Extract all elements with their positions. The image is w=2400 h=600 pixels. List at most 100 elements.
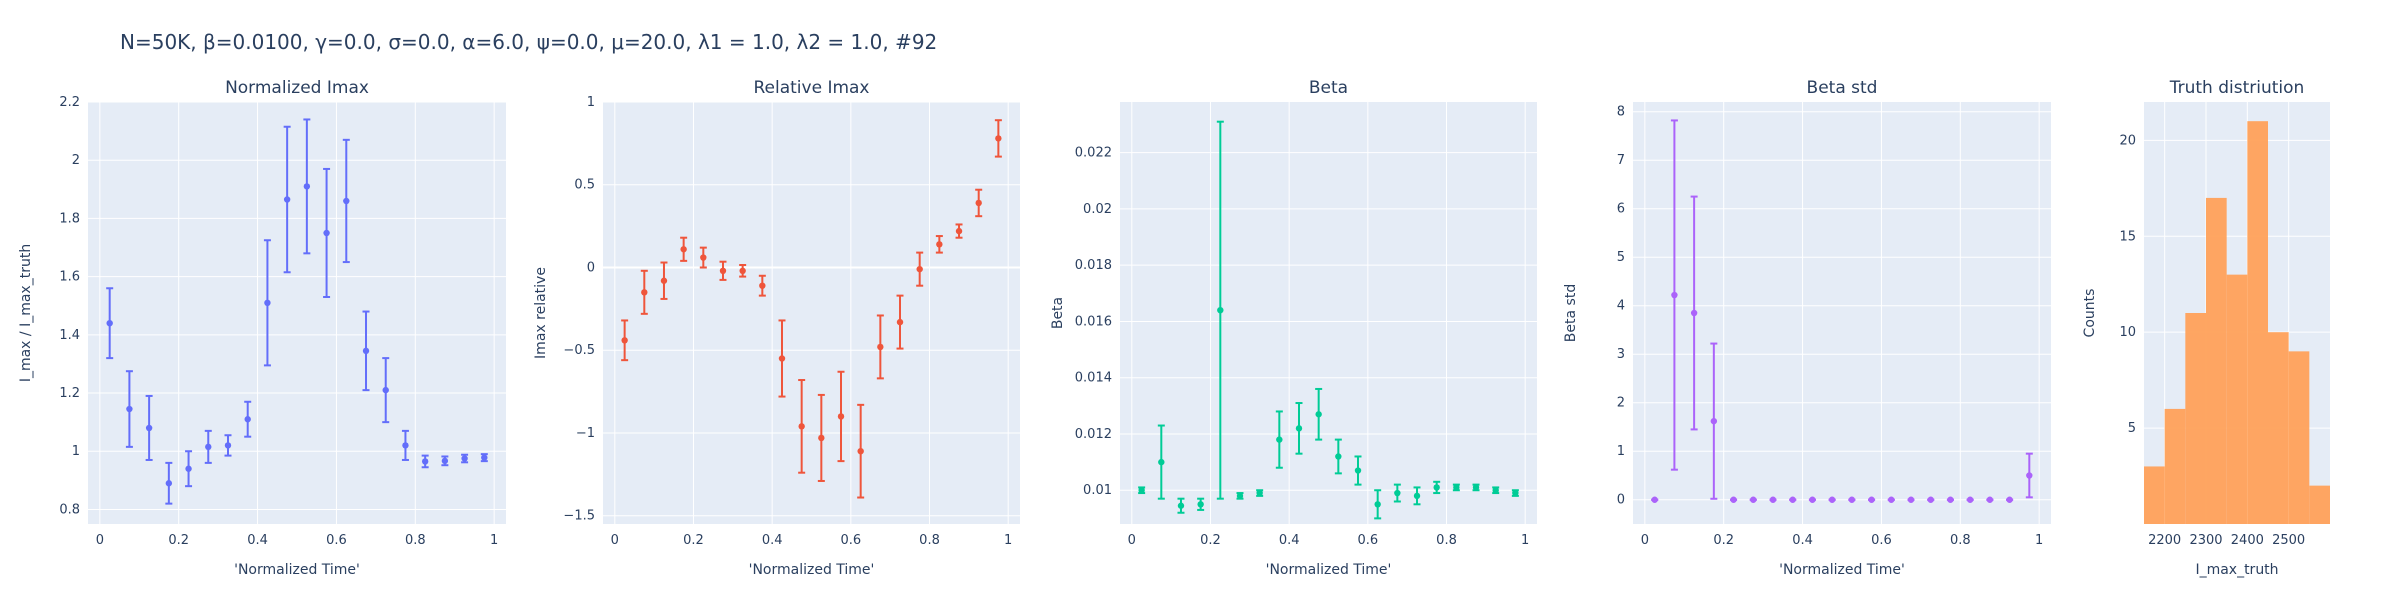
panel-title: Relative Imax: [753, 78, 869, 98]
data-point: [877, 343, 884, 351]
x-tick-label: 0.8: [1950, 533, 1971, 548]
x-tick-label: 0.4: [762, 533, 783, 548]
data-point: [641, 289, 648, 296]
histogram-bar: [2185, 313, 2206, 524]
data-point: [995, 135, 1002, 142]
y-tick-label: 3: [1617, 347, 1625, 362]
figure-title: N=50K, β=0.0100, γ=0.0, σ=0.0, α=6.0, ψ=…: [120, 30, 938, 54]
y-tick-label: 6: [1617, 202, 1625, 217]
chart-panel-5: 2200 2300 2400 2500 5 10 15 20 Truth distriution…: [2082, 78, 2330, 578]
x-tick-label: 1: [1004, 533, 1012, 548]
chart-panel-4: 0 0.2 0.4 0.6 0.8 1 0 1 2 3 4 5 6 7 8 Beta std 'Normaliz…: [1563, 78, 2051, 578]
data-point: [975, 199, 982, 207]
x-axis-label: 'Normalized Time': [749, 562, 875, 578]
x-tick-label: 0.2: [683, 533, 704, 548]
x-tick-label: 0: [1128, 533, 1136, 548]
y-tick-label: 0: [1617, 493, 1625, 508]
data-point: [1690, 309, 1698, 317]
data-point: [1710, 417, 1718, 425]
data-point: [1236, 492, 1244, 500]
data-point: [185, 465, 192, 472]
x-tick-label: 0.6: [1871, 533, 1892, 548]
y-tick-label: 1.2: [59, 386, 80, 401]
data-point: [896, 318, 904, 326]
data-point: [700, 254, 707, 261]
data-point: [1256, 489, 1263, 497]
y-axis-label: Imax relative: [533, 267, 549, 359]
data-point: [244, 416, 251, 423]
histogram-bar: [2144, 466, 2165, 524]
data-point: [264, 299, 271, 307]
x-tick-label: 1: [1521, 533, 1529, 548]
y-tick-label: 0.018: [1075, 258, 1112, 273]
y-tick-label: 2.2: [59, 95, 80, 110]
x-tick-label: 0.8: [1436, 533, 1457, 548]
x-tick-label: 0.2: [1200, 533, 1221, 548]
x-tick-label: 1: [490, 533, 498, 548]
data-point: [382, 386, 389, 394]
data-point: [1177, 502, 1185, 509]
x-tick-label: 0.2: [1713, 533, 1734, 548]
data-point: [441, 457, 449, 465]
x-axis-label: 'Normalized Time': [1266, 562, 1392, 578]
y-tick-label: 0: [587, 260, 595, 275]
y-tick-label: 1: [72, 444, 80, 459]
data-point: [2006, 496, 2013, 503]
y-tick-label: 20: [2119, 133, 2136, 148]
data-point: [303, 183, 311, 190]
y-tick-label: 5: [2128, 421, 2136, 436]
y-tick-label: 2: [1617, 396, 1625, 411]
data-point: [719, 267, 727, 274]
data-point: [1315, 411, 1322, 418]
data-point: [1651, 496, 1658, 503]
x-tick-label: 0.2: [168, 533, 189, 548]
y-tick-label: 7: [1617, 153, 1625, 168]
y-tick-label: −1: [576, 426, 595, 441]
data-point: [1888, 496, 1895, 503]
data-point: [857, 447, 864, 455]
data-point: [818, 434, 825, 442]
x-tick-label: 0.6: [1357, 533, 1378, 548]
data-point: [759, 282, 766, 289]
chart-panel-3: 0 0.2 0.4 0.6 0.8 1 0.01 0.012 0.014 0.016 0.018 0.…: [1050, 78, 1537, 578]
y-tick-label: 10: [2119, 325, 2136, 340]
y-tick-label: 0.022: [1075, 146, 1112, 161]
data-point: [1927, 496, 1934, 503]
x-tick-label: 0.6: [840, 533, 861, 548]
data-point: [798, 423, 805, 430]
x-tick-label: 2400: [2231, 533, 2264, 548]
panel-title: Beta std: [1807, 78, 1878, 98]
y-tick-label: 1.8: [59, 211, 80, 226]
data-point: [621, 337, 628, 344]
data-point: [224, 442, 232, 449]
x-axis-label: 'Normalized Time': [1779, 562, 1905, 578]
chart-panel-2: 0 0.2 0.4 0.6 0.8 1 −1.5 −1 −0.5 0 0.5 1 Relative Im…: [533, 78, 1020, 578]
histogram-bar: [2164, 408, 2186, 524]
data-point: [1750, 496, 1757, 503]
x-tick-label: 0.4: [1792, 533, 1813, 548]
y-tick-label: 1.4: [59, 328, 80, 343]
data-point: [1730, 496, 1737, 503]
y-axis-label: Beta: [1050, 297, 1066, 329]
data-point: [1276, 436, 1283, 443]
x-tick-label: 0: [1641, 533, 1649, 548]
data-point: [421, 458, 429, 465]
x-tick-label: 0.8: [405, 533, 426, 548]
y-tick-label: 0.016: [1075, 314, 1112, 329]
data-point: [283, 196, 291, 203]
data-point: [1413, 492, 1421, 500]
histogram-bar: [2268, 332, 2289, 524]
data-point: [481, 454, 488, 461]
data-point: [1472, 484, 1480, 491]
data-point: [1769, 496, 1777, 503]
data-point: [1492, 487, 1499, 494]
data-point: [106, 319, 113, 327]
data-point: [936, 241, 943, 248]
data-point: [1828, 496, 1836, 503]
data-point: [1671, 291, 1678, 299]
histogram-bar: [2288, 351, 2310, 524]
data-point: [1394, 489, 1401, 497]
y-tick-label: 1: [1617, 444, 1625, 459]
data-point: [1158, 458, 1165, 466]
y-tick-label: 1.6: [59, 270, 80, 285]
